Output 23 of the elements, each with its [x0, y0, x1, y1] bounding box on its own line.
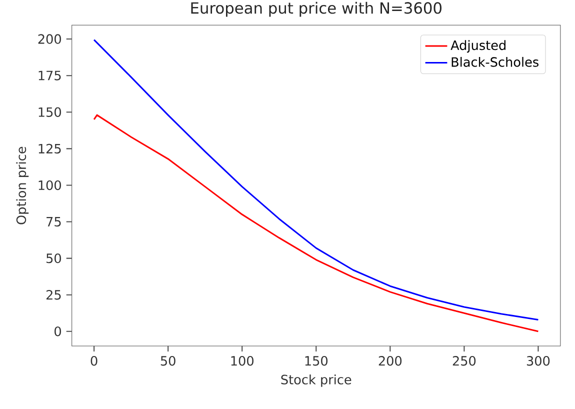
y-tick-label: 50 — [46, 253, 61, 264]
legend-label: Adjusted — [450, 40, 506, 53]
x-tick-label: 200 — [378, 356, 402, 366]
y-tick-label: 150 — [38, 107, 61, 117]
y-tick-label: 100 — [38, 180, 61, 190]
x-tick-label: 250 — [452, 356, 476, 366]
x-tick-label: 300 — [526, 356, 550, 366]
y-tick-label: 175 — [38, 70, 61, 80]
legend-label: Black-Scholes — [452, 56, 538, 67]
x-tick-label: 50 — [160, 356, 176, 366]
y-axis-title: Option price — [16, 146, 29, 224]
y-tick-label: 0 — [54, 326, 61, 336]
x-tick-label: 0 — [90, 356, 98, 366]
chart-title: European put price with N=3600 — [191, 2, 442, 17]
x-tick-label: 150 — [305, 356, 328, 366]
y-tick-label: 125 — [38, 144, 61, 154]
x-tick-label: 100 — [231, 356, 254, 366]
line-series — [93, 38, 539, 320]
y-tick-label: 200 — [38, 34, 61, 44]
line-series — [93, 114, 539, 332]
x-axis-title: Stock price — [281, 374, 352, 387]
y-tick-label: 25 — [46, 290, 61, 300]
y-tick-label: 75 — [46, 216, 61, 226]
